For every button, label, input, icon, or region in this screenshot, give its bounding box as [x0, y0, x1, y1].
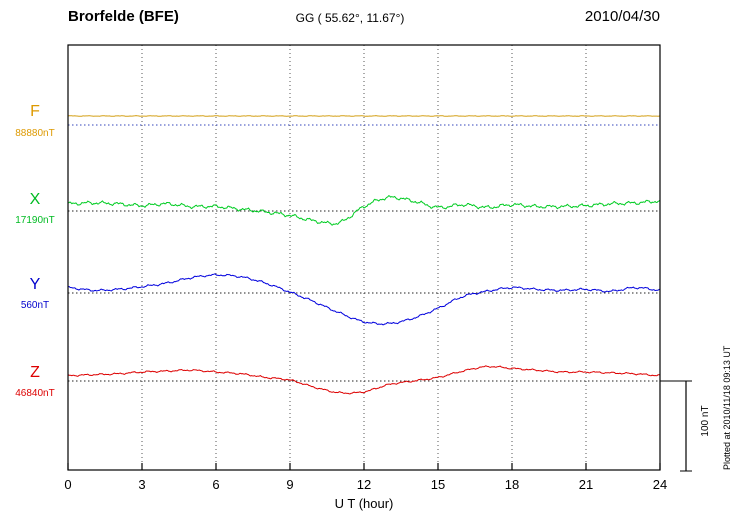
component-label-x: X — [29, 191, 41, 208]
x-tick-0: 0 — [64, 477, 72, 492]
x-tick-24: 24 — [652, 477, 668, 492]
component-baseline-z: 46840nT — [15, 388, 55, 399]
x-tick-15: 15 — [430, 477, 446, 492]
x-tick-18: 18 — [504, 477, 520, 492]
component-label-z: Z — [30, 364, 40, 381]
observation-date: 2010/04/30 — [584, 8, 660, 25]
plot-timestamp-footnote: Plotted at 2010/11/18 09:13 UT — [722, 345, 730, 470]
component-label-y: Y — [29, 276, 41, 293]
component-baseline-y: 560nT — [20, 300, 50, 311]
x-tick-21: 21 — [578, 477, 594, 492]
x-tick-9: 9 — [286, 477, 294, 492]
x-tick-6: 6 — [212, 477, 220, 492]
x-axis-label: U T (hour) — [334, 496, 394, 511]
x-tick-12: 12 — [356, 477, 372, 492]
geographic-coordinates: GG ( 55.62°, 11.67°) — [295, 11, 405, 25]
component-label-f: F — [30, 103, 40, 120]
scale-bar-label: 100 nT — [700, 405, 711, 437]
component-baseline-x: 17190nT — [15, 215, 55, 226]
station-title: Brorfelde (BFE) — [68, 8, 179, 25]
component-baseline-f: 88880nT — [15, 128, 55, 139]
x-tick-3: 3 — [138, 477, 146, 492]
